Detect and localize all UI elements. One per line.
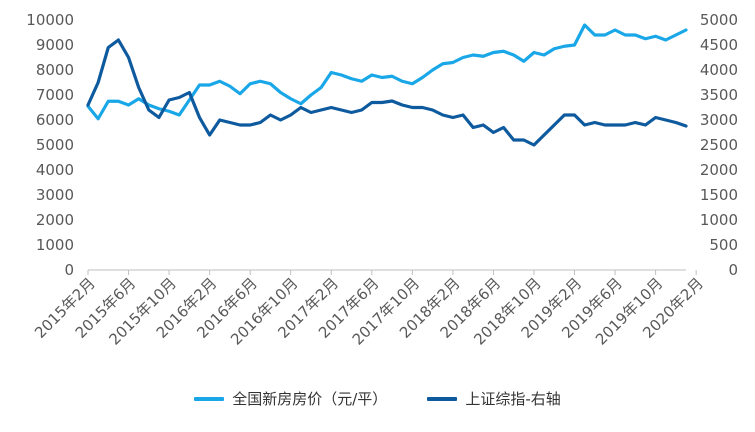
series-line-shanghai-index (86, 38, 688, 147)
right-axis-ticks: 0 500 1000 1500 2000 2500 3000 3500 4000 4500 5000 (700, 11, 738, 279)
right-axis-tick-label: 2500 (700, 136, 738, 154)
x-axis-tick-marks (87, 270, 697, 275)
left-axis-tick-label: 3000 (36, 186, 74, 204)
left-axis-tick-label: 9000 (36, 36, 74, 54)
right-axis-tick-label: 3000 (700, 111, 738, 129)
left-axis-tick-label: 7000 (36, 86, 74, 104)
right-axis-tick-label: 4000 (700, 61, 738, 79)
legend-item-house-price: 全国新房房价（元/平） (194, 388, 387, 409)
left-axis-ticks: 0 1000 2000 3000 4000 5000 6000 7000 8000 9000 100… (26, 11, 74, 279)
left-axis-tick-label: 2000 (36, 211, 74, 229)
legend: 全国新房房价（元/平） 上证综指-右轴 (0, 388, 755, 409)
left-axis-tick-label: 0 (64, 261, 74, 279)
legend-swatch-shanghai-index (427, 396, 458, 401)
right-axis-tick-label: 3500 (700, 86, 738, 104)
right-axis-tick-label: 4500 (700, 36, 738, 54)
right-axis-tick-label: 1000 (700, 211, 738, 229)
legend-item-shanghai-index: 上证综指-右轴 (427, 388, 561, 409)
left-axis-tick-label: 8000 (36, 61, 74, 79)
right-axis-tick-label: 1500 (700, 186, 738, 204)
legend-swatch-house-price (194, 396, 225, 401)
right-axis-tick-label: 5000 (700, 11, 738, 29)
right-axis-tick-label: 0 (728, 261, 738, 279)
x-axis-ticks: 2015年2月2015年6月2015年10月2016年2月2016年6月2016… (31, 274, 707, 348)
left-axis-tick-label: 4000 (36, 161, 74, 179)
series-line-house-price (86, 23, 688, 121)
left-axis-tick-label: 1000 (36, 236, 74, 254)
right-axis-tick-label: 2000 (700, 161, 738, 179)
left-axis-tick-label: 6000 (36, 111, 74, 129)
legend-label-shanghai-index: 上证综指-右轴 (465, 390, 561, 408)
series-layer (86, 23, 688, 147)
right-axis-tick-label: 500 (709, 236, 738, 254)
left-axis-tick-label: 10000 (26, 11, 74, 29)
left-axis-tick-label: 5000 (36, 136, 74, 154)
legend-label-house-price: 全国新房房价（元/平） (232, 390, 388, 408)
